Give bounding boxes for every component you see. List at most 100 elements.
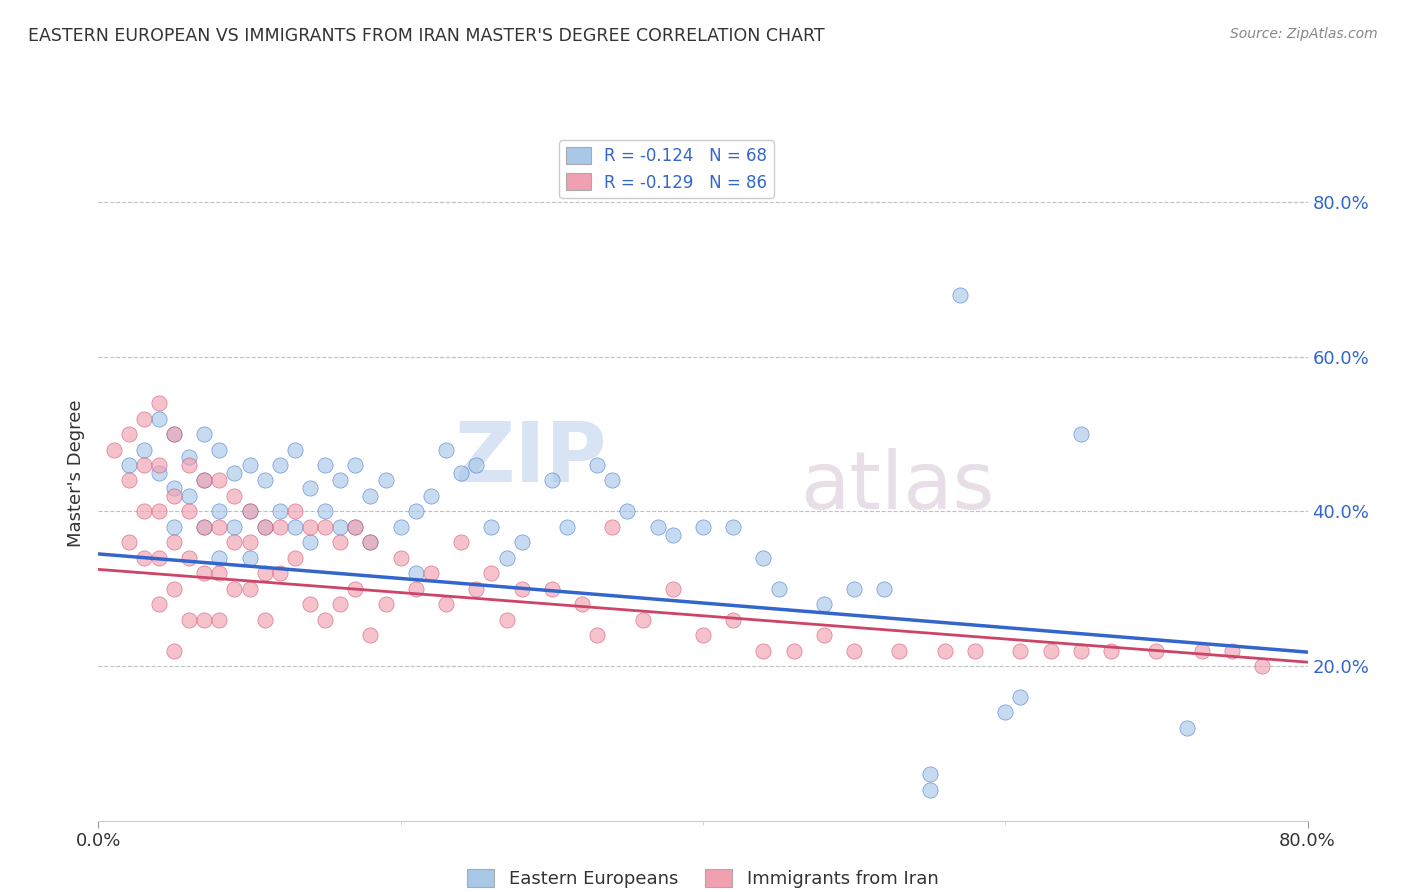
Point xyxy=(1070,643,1092,657)
Point xyxy=(661,582,683,596)
Point xyxy=(177,613,201,627)
Point xyxy=(949,288,972,302)
Text: Source: ZipAtlas.com: Source: ZipAtlas.com xyxy=(1230,27,1378,41)
Point xyxy=(284,550,307,565)
Point xyxy=(299,597,322,611)
Point xyxy=(299,520,322,534)
Point xyxy=(163,520,186,534)
Point xyxy=(889,643,911,657)
Point xyxy=(540,582,562,596)
Point xyxy=(193,427,215,442)
Point xyxy=(344,520,367,534)
Point xyxy=(163,427,186,442)
Y-axis label: Master's Degree: Master's Degree xyxy=(66,399,84,547)
Point xyxy=(224,582,246,596)
Point xyxy=(1251,659,1274,673)
Point xyxy=(555,520,578,534)
Point xyxy=(918,767,941,781)
Point xyxy=(118,474,141,488)
Point xyxy=(344,520,367,534)
Point xyxy=(768,582,790,596)
Text: atlas: atlas xyxy=(800,448,994,525)
Point xyxy=(571,597,593,611)
Point xyxy=(284,520,307,534)
Point xyxy=(224,535,246,549)
Point xyxy=(253,566,276,581)
Point xyxy=(405,504,427,518)
Point xyxy=(586,628,609,642)
Point xyxy=(118,427,141,442)
Point xyxy=(661,527,683,541)
Point xyxy=(360,489,382,503)
Point xyxy=(269,504,291,518)
Point xyxy=(148,411,170,425)
Point xyxy=(163,643,186,657)
Point xyxy=(224,489,246,503)
Point xyxy=(844,582,866,596)
Point xyxy=(132,442,155,457)
Point xyxy=(208,520,231,534)
Point xyxy=(752,643,775,657)
Point xyxy=(132,411,155,425)
Point xyxy=(132,550,155,565)
Point xyxy=(344,458,367,472)
Point xyxy=(314,458,336,472)
Point xyxy=(314,613,336,627)
Point xyxy=(269,458,291,472)
Point xyxy=(329,520,352,534)
Point xyxy=(239,535,262,549)
Point xyxy=(208,442,231,457)
Point xyxy=(692,520,714,534)
Point xyxy=(1099,643,1122,657)
Point xyxy=(873,582,896,596)
Point xyxy=(193,474,215,488)
Point xyxy=(239,504,262,518)
Point xyxy=(721,613,744,627)
Point xyxy=(419,566,441,581)
Point xyxy=(177,504,201,518)
Point xyxy=(239,504,262,518)
Point xyxy=(177,458,201,472)
Point xyxy=(314,520,336,534)
Point xyxy=(163,489,186,503)
Point xyxy=(360,535,382,549)
Text: ZIP: ZIP xyxy=(454,418,606,500)
Point xyxy=(163,535,186,549)
Point xyxy=(208,613,231,627)
Point xyxy=(1010,690,1032,704)
Point xyxy=(1191,643,1213,657)
Point xyxy=(208,504,231,518)
Point xyxy=(374,597,396,611)
Point xyxy=(299,535,322,549)
Point xyxy=(965,643,987,657)
Point xyxy=(148,458,170,472)
Point xyxy=(193,520,215,534)
Point xyxy=(148,597,170,611)
Point xyxy=(118,535,141,549)
Point xyxy=(148,466,170,480)
Point xyxy=(269,566,291,581)
Point xyxy=(602,474,624,488)
Point xyxy=(405,566,427,581)
Point xyxy=(208,550,231,565)
Text: EASTERN EUROPEAN VS IMMIGRANTS FROM IRAN MASTER'S DEGREE CORRELATION CHART: EASTERN EUROPEAN VS IMMIGRANTS FROM IRAN… xyxy=(28,27,825,45)
Point xyxy=(465,582,488,596)
Point xyxy=(481,520,503,534)
Point xyxy=(692,628,714,642)
Point xyxy=(1175,721,1198,735)
Point xyxy=(434,597,457,611)
Point xyxy=(208,566,231,581)
Point xyxy=(148,396,170,410)
Point xyxy=(721,520,744,534)
Point xyxy=(103,442,125,457)
Point xyxy=(284,504,307,518)
Point xyxy=(269,520,291,534)
Point xyxy=(253,474,276,488)
Point xyxy=(1144,643,1167,657)
Point xyxy=(752,550,775,565)
Point xyxy=(253,613,276,627)
Point xyxy=(631,613,654,627)
Point xyxy=(495,550,517,565)
Point xyxy=(177,450,201,465)
Point xyxy=(239,550,262,565)
